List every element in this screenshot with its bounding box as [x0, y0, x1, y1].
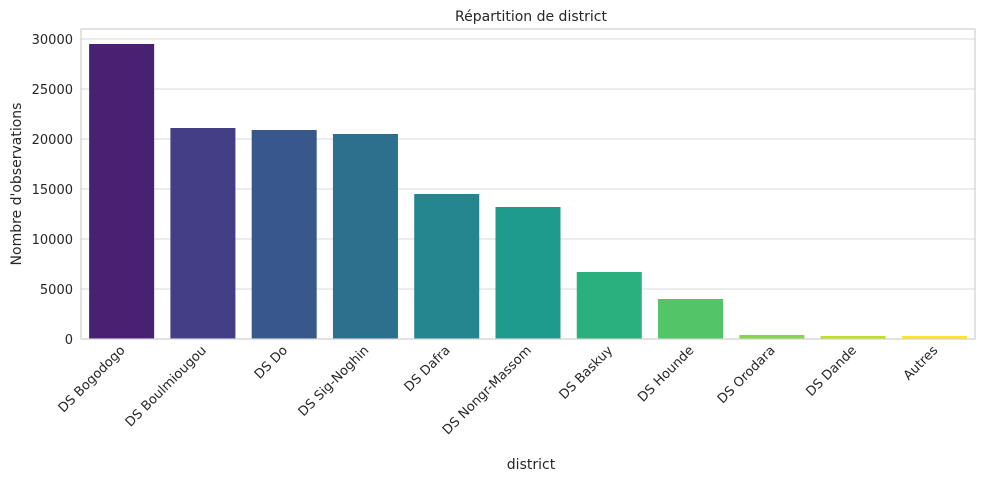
- x-tick-label: DS Bogodogo: [56, 343, 129, 416]
- x-tick-label: Autres: [901, 343, 942, 384]
- bar: [332, 134, 398, 339]
- bar: [658, 299, 724, 339]
- x-tick-label: DS Orodara: [715, 343, 779, 407]
- chart-title: Répartition de district: [455, 9, 607, 25]
- y-axis-ticks: 0 5000 10000 15000 20000 25000 30000: [32, 33, 73, 348]
- bar: [89, 44, 155, 339]
- y-tick-label: 20000: [32, 133, 73, 148]
- y-tick-label: 5000: [40, 283, 73, 298]
- x-tick-label: DS Nongr-Massom: [440, 343, 535, 438]
- bar: [414, 194, 480, 339]
- bar: [495, 207, 561, 339]
- x-tick-label: DS Dande: [803, 343, 859, 399]
- bar: [901, 336, 967, 339]
- bar: [739, 335, 805, 339]
- y-tick-label: 0: [65, 333, 73, 348]
- x-tick-label: DS Hounde: [635, 343, 697, 405]
- y-tick-label: 10000: [32, 233, 73, 248]
- bars: [89, 44, 967, 339]
- x-tick-label: DS Baskuy: [557, 343, 617, 403]
- x-axis-label: district: [507, 457, 556, 473]
- plot-frame: [80, 28, 976, 340]
- x-tick-label: DS Do: [252, 343, 291, 382]
- bar: [251, 130, 317, 339]
- bar: [170, 128, 236, 339]
- y-axis-label: Nombre d'observations: [9, 103, 25, 266]
- y-tick-label: 25000: [32, 83, 73, 98]
- x-tick-label: DS Boulmiougou: [123, 343, 210, 430]
- bar: [576, 272, 642, 339]
- bar: [820, 336, 886, 339]
- x-tick-label: DS Dafra: [402, 343, 454, 395]
- y-tick-label: 15000: [32, 183, 73, 198]
- y-tick-label: 30000: [32, 33, 73, 48]
- x-tick-label: DS Sig-Noghin: [296, 343, 373, 420]
